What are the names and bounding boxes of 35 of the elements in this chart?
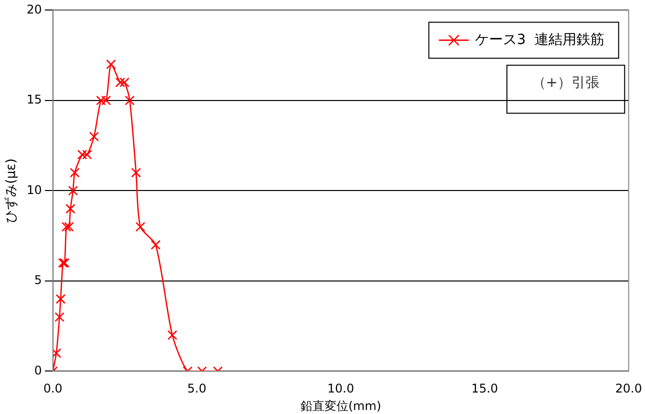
point bbox=[54, 312, 64, 322]
x-tick-label: 15.0 bbox=[471, 382, 498, 396]
point bbox=[89, 132, 99, 142]
point bbox=[68, 186, 78, 196]
point bbox=[96, 96, 106, 106]
point bbox=[101, 96, 112, 106]
x-tick-label: 0.0 bbox=[43, 382, 62, 396]
y-tick-label: 20 bbox=[26, 2, 42, 16]
point bbox=[135, 222, 146, 232]
point bbox=[106, 59, 116, 70]
point bbox=[56, 294, 66, 304]
legend-label: ケース3 連結用鉄筋 bbox=[474, 32, 605, 48]
point bbox=[62, 222, 72, 232]
point bbox=[124, 96, 135, 106]
point bbox=[77, 150, 88, 160]
point bbox=[167, 330, 178, 340]
annotation: （+）引張 bbox=[532, 74, 600, 91]
point bbox=[115, 78, 126, 88]
y-tick-label: 0 bbox=[34, 363, 42, 378]
x-tick-label: 20.0 bbox=[615, 382, 642, 396]
point bbox=[150, 240, 161, 250]
point bbox=[66, 204, 76, 214]
y-tick-label: 5 bbox=[34, 273, 42, 288]
point bbox=[82, 150, 92, 160]
point bbox=[70, 168, 80, 178]
y-tick-label: 10 bbox=[26, 182, 42, 197]
y-tick-label: 15 bbox=[26, 92, 42, 107]
point bbox=[52, 348, 62, 358]
x-axis-title: 鉛直変位(mm) bbox=[300, 398, 382, 413]
point bbox=[120, 78, 130, 88]
point bbox=[131, 168, 141, 178]
y-axis-title: ひずみ(με) bbox=[4, 158, 20, 223]
x-tick-label: 10.0 bbox=[327, 382, 354, 396]
point bbox=[64, 222, 74, 232]
x-tick-label: 5.0 bbox=[187, 382, 206, 396]
